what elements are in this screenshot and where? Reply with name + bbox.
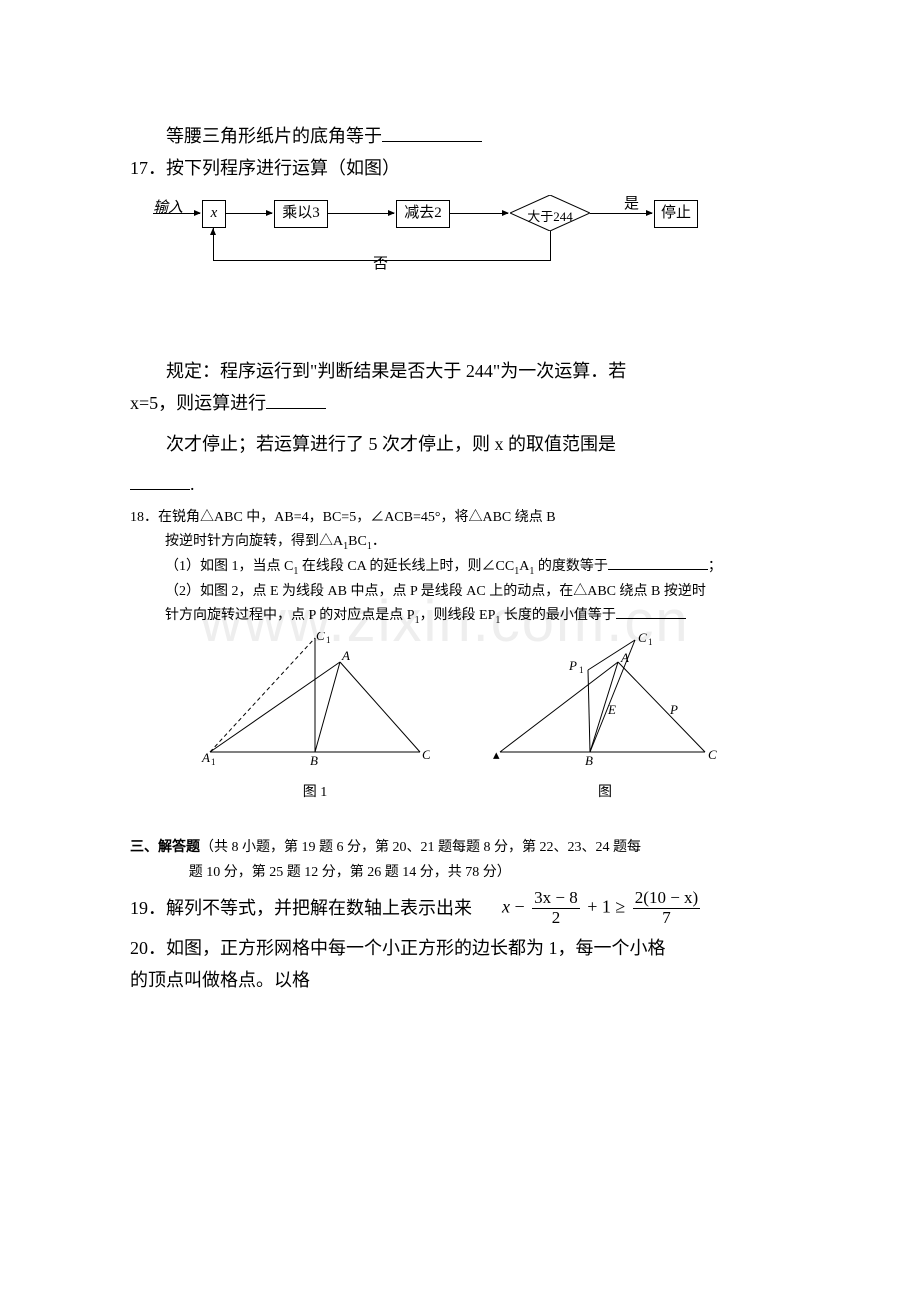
lbl-C: C xyxy=(708,747,717,762)
text: 次才停止；若运算进行了 5 次才停止，则 x 的取值范围是 xyxy=(166,434,616,454)
q18-b1: （1）如图 1，当点 C1 在线段 CA 的延长线上时，则∠CC1A1 的度数等… xyxy=(165,555,790,580)
q19-num: 19． xyxy=(130,892,166,924)
text: 在线段 CA 的延长线上时，则∠CC xyxy=(298,559,514,574)
lbl-B: B xyxy=(310,753,318,767)
lbl-C1: C xyxy=(638,632,647,645)
blank xyxy=(130,471,190,490)
q17-num: 17． xyxy=(130,158,166,178)
section3-sub1: （共 8 小题，第 19 题 6 分，第 20、21 题每题 8 分，第 22、… xyxy=(200,840,641,855)
blank xyxy=(616,604,686,619)
blank xyxy=(266,390,326,409)
section3-bold: 三、解答题 xyxy=(130,840,200,855)
section3-sub2: 题 10 分，第 25 题 12 分，第 26 题 14 分，共 78 分） xyxy=(189,860,790,885)
q19: 19．解列不等式，并把解在数轴上表示出来 x − 3x − 8 2 + 1 ≥ … xyxy=(130,889,790,927)
q18: 18．在锐角△ABC 中，AB=4，BC=5，∠ACB=45°，将△ABC 绕点… xyxy=(130,506,790,628)
q20-text1: 如图，正方形网格中每一个小正方形的边长都为 1，每一个小格 xyxy=(166,938,666,958)
q20: 20．如图，正方形网格中每一个小正方形的边长都为 1，每一个小格 xyxy=(130,932,790,964)
text: 长度的最小值等于 xyxy=(500,608,616,623)
den: 2 xyxy=(532,909,580,928)
lbl-P: P xyxy=(669,702,678,717)
flow-cmp: 大于244 xyxy=(510,205,590,228)
blank xyxy=(382,123,482,142)
text: ； xyxy=(708,559,722,574)
arrowhead-up xyxy=(210,228,216,235)
fig1-caption: 图 1 xyxy=(200,780,430,805)
text: 按逆时针方向旋转，得到△A xyxy=(165,534,343,549)
text: A xyxy=(519,559,529,574)
lbl-C: C xyxy=(422,747,430,762)
page: 等腰三角形纸片的底角等于 17．按下列程序进行运算（如图） 输入 x 乘以3 减… xyxy=(0,0,920,1046)
text: 等腰三角形纸片的底角等于 xyxy=(166,126,382,146)
q17-para1a: 规定：程序运行到"判断结果是否大于 244"为一次运算．若 xyxy=(130,355,790,387)
sub: 1 xyxy=(326,635,331,645)
line-top: 等腰三角形纸片的底角等于 xyxy=(130,120,790,152)
q18-line1: 18．在锐角△ABC 中，AB=4，BC=5，∠ACB=45°，将△ABC 绕点… xyxy=(130,506,790,530)
q17-para3: . xyxy=(130,468,790,500)
flow-stop: 停止 xyxy=(654,200,698,228)
flow-mul: 乘以3 xyxy=(274,200,328,228)
period: . xyxy=(190,474,195,494)
lbl-P1: P xyxy=(568,658,577,673)
section3-title: 三、解答题（共 8 小题，第 19 题 6 分，第 20、21 题每题 8 分，… xyxy=(130,835,790,860)
arrow xyxy=(328,213,394,214)
flow-input-label: 输入 xyxy=(153,195,183,222)
q20-num: 20． xyxy=(130,938,166,958)
lbl-B: B xyxy=(585,753,593,767)
lbl-E: E xyxy=(607,702,616,717)
q20-text2: 的顶点叫做格点。以格 xyxy=(130,964,790,996)
flowchart: 输入 x 乘以3 减去2 大于244 是 停止 否 xyxy=(158,195,790,275)
q18-b3: 针方向旋转过程中，点 P 的对应点是点 P1，则线段 EP1 长度的最小值等于 xyxy=(165,604,790,629)
num: 2(10 − x) xyxy=(633,889,700,909)
lbl-A1: A xyxy=(201,750,210,765)
arrow xyxy=(590,213,652,214)
fig2-caption: 图 xyxy=(490,780,720,805)
sub: 1 xyxy=(579,665,584,675)
num: 3x − 8 xyxy=(532,889,580,909)
text: ． xyxy=(372,534,386,549)
q17-text: 按下列程序进行运算（如图） xyxy=(166,158,400,178)
den: 7 xyxy=(633,909,700,928)
vline xyxy=(550,231,551,261)
lbl-A: A xyxy=(341,648,350,663)
frac2: 2(10 − x) 7 xyxy=(633,889,700,927)
q19-text: 解列不等式，并把解在数轴上表示出来 xyxy=(166,892,472,924)
q19-math: x − 3x − 8 2 + 1 ≥ 2(10 − x) 7 xyxy=(502,889,703,927)
frac1: 3x − 8 2 xyxy=(532,889,580,927)
q18-line2: 按逆时针方向旋转，得到△A1BC1． xyxy=(165,530,790,555)
q17-para2: 次才停止；若运算进行了 5 次才停止，则 x 的取值范围是 xyxy=(130,428,790,460)
triangle-1-svg: A 1 B C A C 1 xyxy=(200,632,430,767)
blank xyxy=(608,555,708,570)
arrow xyxy=(226,213,272,214)
text: 的度数等于 xyxy=(534,559,608,574)
text: 针方向旋转过程中，点 P 的对应点是点 P xyxy=(165,608,415,623)
arrow xyxy=(158,213,200,214)
figure-1: A 1 B C A C 1 图 1 xyxy=(200,632,430,805)
text: BC xyxy=(348,534,367,549)
flow-x: x xyxy=(202,200,226,228)
flow-no: 否 xyxy=(373,251,388,278)
q17-para1b-line: x=5，则运算进行 xyxy=(130,387,790,419)
lbl-C1: C xyxy=(316,632,325,643)
minus: − xyxy=(515,897,525,917)
q17-para1b: x=5，则运算进行 xyxy=(130,393,266,413)
sub: 1 xyxy=(648,637,653,647)
mx: x xyxy=(502,897,510,917)
triangle-2-svg: ▴ B C A C 1 P 1 E P xyxy=(490,632,720,767)
text: 18．在锐角△ABC 中，AB=4，BC=5，∠ACB=45°，将△ABC 绕点… xyxy=(130,510,556,525)
arrow xyxy=(450,213,508,214)
flow-sub: 减去2 xyxy=(396,200,450,228)
flow-diamond: 大于244 xyxy=(510,195,590,231)
figure-2: ▴ B C A C 1 P 1 E P 图 xyxy=(490,632,720,805)
text: ，则线段 EP xyxy=(420,608,496,623)
q17: 17．按下列程序进行运算（如图） xyxy=(130,152,790,184)
lbl-A-blk: ▴ xyxy=(493,747,500,762)
lbl-A: A xyxy=(620,650,629,665)
sub: 1 xyxy=(211,757,216,767)
plus: + 1 ≥ xyxy=(587,897,625,917)
q18-b2: （2）如图 2，点 E 为线段 AB 中点，点 P 是线段 AC 上的动点，在△… xyxy=(165,580,790,604)
text: （1）如图 1，当点 C xyxy=(165,559,293,574)
figures: A 1 B C A C 1 图 1 ▴ B C xyxy=(130,632,790,805)
